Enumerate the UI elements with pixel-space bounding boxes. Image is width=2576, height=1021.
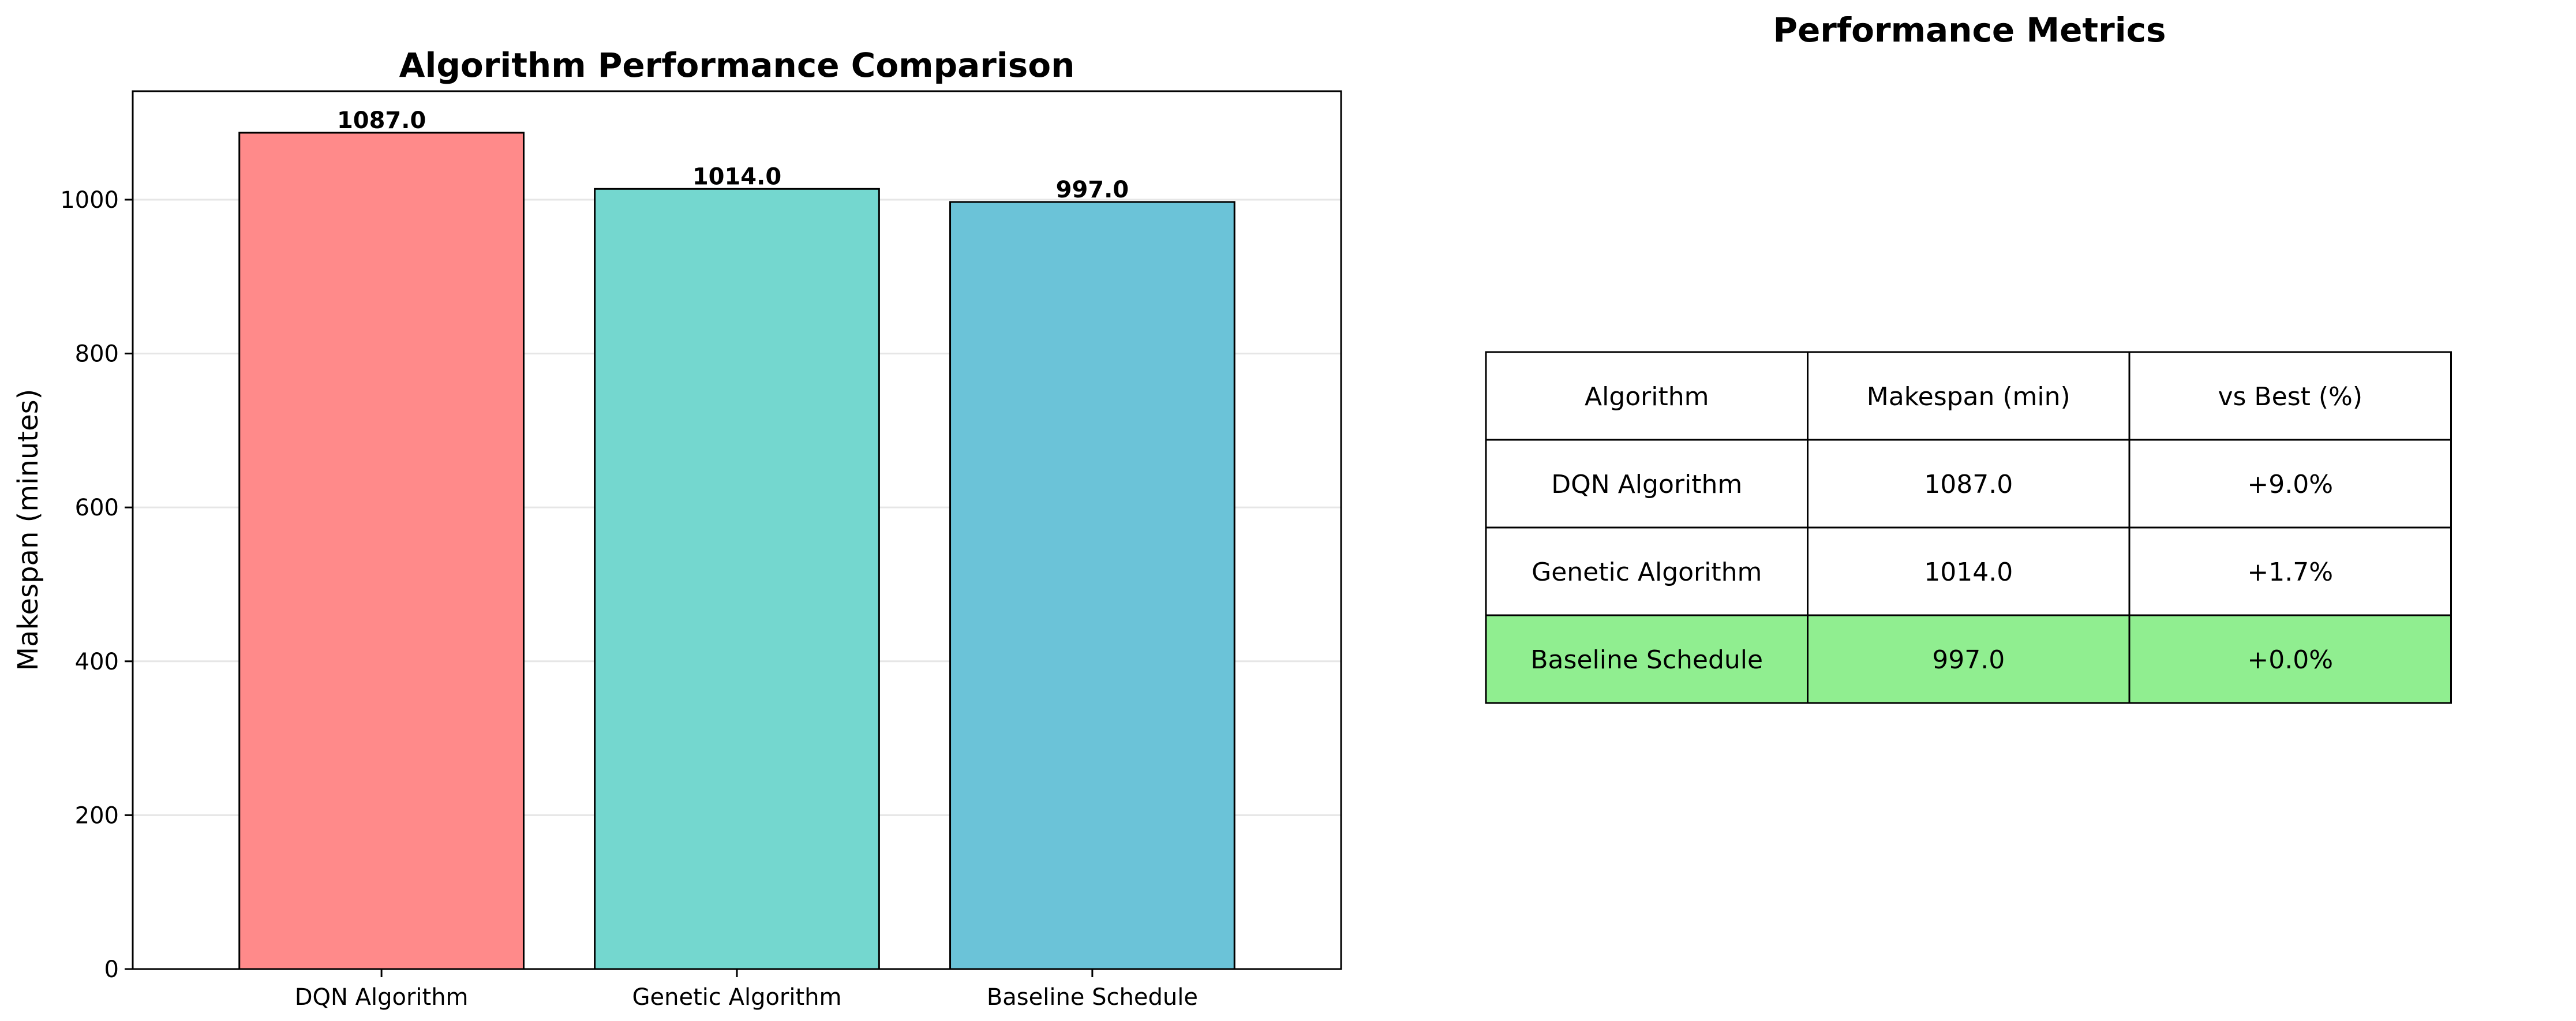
bar	[594, 188, 880, 970]
table-cell-text: DQN Algorithm	[1551, 470, 1742, 499]
table-cell	[1485, 526, 1809, 616]
x-axis-ticks: DQN Algorithm Genetic Algorithm Baseline S…	[295, 969, 1198, 1011]
bar-chart-title: Algorithm Performance Comparison	[399, 46, 1075, 85]
bar	[238, 132, 525, 970]
y-tick-label: 400	[75, 649, 119, 675]
x-tick-label: Baseline Schedule	[987, 984, 1198, 1011]
bar-value-labels: 1087.0 1014.0 997.0	[337, 107, 1129, 203]
x-tick-label: Genetic Algorithm	[632, 984, 842, 1011]
y-axis-ticks: 0 200 400 600 800 1000	[60, 187, 133, 983]
y-axis-label: Makespan (minutes)	[12, 389, 44, 671]
table-header-cell	[2128, 351, 2452, 441]
metrics-table: Performance Metrics Algorithm Makespan (m…	[1485, 10, 2452, 704]
table-cell	[1485, 439, 1809, 529]
table-cell	[1807, 614, 2131, 704]
table-cell-text: Baseline Schedule	[1530, 645, 1763, 675]
table-header-cell	[1807, 351, 2131, 441]
y-tick-label: 200	[75, 802, 119, 829]
table-cell-text: 1087.0	[1924, 470, 2013, 499]
table-cell	[1485, 614, 1809, 704]
table-cell-text: +0.0%	[2247, 645, 2333, 675]
bar-value-label: 1014.0	[692, 163, 781, 190]
x-tick-label: DQN Algorithm	[295, 984, 469, 1011]
bars	[238, 132, 1235, 970]
table-cell	[2128, 614, 2452, 704]
table-cell-text: +9.0%	[2247, 470, 2333, 499]
table-cell-text: 1014.0	[1924, 558, 2013, 587]
table-header-text: vs Best (%)	[2218, 382, 2362, 412]
bar	[949, 201, 1235, 970]
y-tick-label: 600	[75, 495, 119, 521]
table-cell-text: +1.7%	[2247, 558, 2333, 587]
table-cell-text: 997.0	[1932, 645, 2005, 675]
table-cell-text: Genetic Algorithm	[1532, 558, 1762, 587]
table-title: Performance Metrics	[1773, 10, 2166, 50]
table-cell	[1807, 526, 2131, 616]
table-cell	[2128, 439, 2452, 529]
table-header-text: Algorithm	[1585, 382, 1709, 412]
y-tick-label: 0	[104, 956, 119, 983]
table-grid: Algorithm Makespan (min) vs Best (%) DQN Al…	[1485, 351, 2452, 704]
bar-chart: Algorithm Performance Comparison 1087.01…	[12, 46, 1342, 1011]
bar-value-label: 1087.0	[337, 107, 426, 134]
y-tick-label: 1000	[60, 187, 119, 214]
y-tick-label: 800	[75, 341, 119, 368]
bar-value-label: 997.0	[1056, 177, 1129, 203]
table-header-text: Makespan (min)	[1867, 382, 2070, 412]
